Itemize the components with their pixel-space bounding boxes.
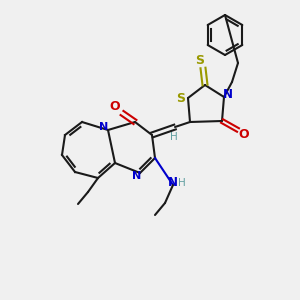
Text: H: H — [170, 132, 178, 142]
Text: H: H — [178, 178, 186, 188]
Text: S: S — [176, 92, 185, 104]
Text: N: N — [99, 122, 109, 132]
Text: O: O — [110, 100, 120, 112]
Text: N: N — [132, 171, 142, 181]
Text: O: O — [239, 128, 249, 142]
Text: N: N — [223, 88, 233, 101]
Text: N: N — [168, 176, 178, 188]
Text: S: S — [196, 53, 205, 67]
